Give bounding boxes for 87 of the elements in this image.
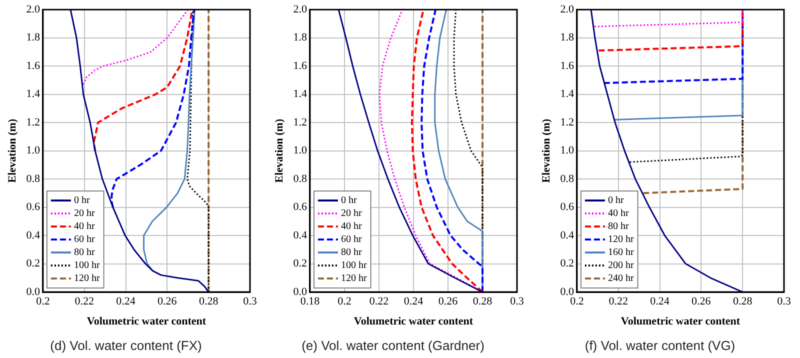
y-axis-title: Elevation (m) (273, 118, 286, 183)
x-tick-label: 0.26 (692, 295, 712, 308)
legend-label: 20 hr (74, 208, 96, 220)
legend-label: 100 hr (74, 260, 100, 272)
y-tick-label: 1.2 (560, 116, 574, 128)
line-series (82, 10, 189, 86)
legend-label: 80 hr (74, 247, 96, 258)
legend-label: 120 hr (74, 273, 100, 284)
y-tick-label: 1.6 (293, 60, 308, 72)
text: (d) Vol. water content (FX) (50, 338, 202, 353)
line-series (92, 10, 194, 152)
x-axis-title: Volumetric water content (86, 316, 206, 328)
x-tick-label: 0.26 (158, 295, 178, 308)
y-tick-label: 0.0 (560, 286, 574, 298)
x-axis-title: Volumetric water content (620, 316, 740, 328)
legend-label: 100 hr (340, 260, 368, 272)
y-tick-label: 1.6 (560, 60, 574, 72)
x-tick-label: 0.22 (608, 295, 628, 308)
legend-label: 40 hr (340, 221, 362, 232)
x-axis-title: Volumetric water content (354, 316, 474, 328)
y-tick-label: 0.6 (293, 201, 308, 214)
legend-label: 80 hr (340, 247, 362, 258)
y-tick-label: 1.2 (26, 116, 40, 128)
y-tick-label: 2.0 (293, 3, 308, 16)
legend-label: 60 hr (74, 234, 96, 246)
x-tick-label: 0.2 (36, 295, 50, 308)
legend-label: 60 hr (340, 234, 362, 246)
y-tick-label: 1.4 (560, 88, 574, 100)
y-tick-label: 0.8 (560, 172, 574, 185)
y-tick-label: 1.8 (293, 32, 308, 44)
y-tick-label: 0.2 (560, 258, 574, 270)
legend-label: 0 hr (340, 195, 358, 206)
x-tick-label: 0.24 (650, 295, 670, 308)
y-tick-label: 2.0 (26, 3, 40, 16)
legend-label: 0 hr (608, 195, 624, 206)
legend-label: 80 hr (608, 221, 630, 232)
x-tick-label: 0.3 (777, 295, 792, 308)
legend-label: 120 hr (340, 273, 368, 284)
x-tick-label: 0.3 (510, 295, 524, 308)
legend-label: 40 hr (74, 221, 96, 232)
y-tick-label: 1.8 (26, 32, 40, 44)
x-tick-label: 0.26 (438, 295, 458, 308)
x-tick-label: 0.2 (338, 295, 352, 308)
y-tick-label: 0.8 (26, 172, 40, 185)
y-tick-label: 0.6 (26, 201, 40, 214)
x-tick-label: 0.3 (243, 295, 258, 308)
y-tick-label: 0.0 (293, 286, 308, 298)
legend-label: 40 hr (608, 208, 630, 220)
x-tick-label: 0.28 (472, 295, 493, 308)
x-tick-label: 0.24 (116, 295, 136, 308)
y-tick-label: 0.6 (560, 201, 574, 214)
y-tick-label: 0.4 (293, 229, 308, 242)
x-tick-label: 0.22 (369, 295, 389, 308)
y-tick-label: 1.4 (26, 88, 40, 100)
line-series (598, 10, 744, 52)
x-tick-label: 0.18 (300, 295, 320, 308)
y-tick-label: 1.0 (293, 144, 308, 157)
legend-label: 160 hr (608, 247, 634, 258)
x-tick-label: 0.28 (732, 295, 753, 308)
x-tick-label: 0.24 (404, 295, 424, 308)
x-tick-label: 0.22 (74, 295, 94, 308)
y-tick-label: 0.2 (293, 258, 307, 270)
x-tick-label: 0.2 (570, 295, 584, 308)
legend-label: 0 hr (74, 195, 90, 206)
line-series (378, 10, 484, 292)
y-tick-label: 1.8 (560, 32, 574, 44)
y-tick-label: 0.4 (26, 229, 40, 242)
y-tick-label: 1.6 (26, 60, 40, 72)
legend-label: 20 hr (340, 208, 362, 220)
legend-label: 120 hr (608, 234, 634, 246)
y-tick-label: 0.0 (26, 286, 40, 298)
legend-label: 200 hr (608, 260, 634, 272)
y-tick-label: 0.2 (26, 258, 40, 270)
line-series (110, 10, 196, 208)
x-tick-label: 0.28 (198, 295, 219, 308)
y-tick-label: 1.4 (293, 88, 308, 100)
text: (e) Vol. water content (Gardner) (302, 338, 484, 353)
y-tick-label: 1.0 (26, 144, 40, 157)
y-tick-label: 0.8 (293, 172, 308, 185)
y-axis-title: Elevation (m) (540, 118, 552, 183)
y-tick-label: 1.0 (560, 144, 574, 157)
y-tick-label: 2.0 (560, 3, 574, 16)
y-tick-label: 1.2 (293, 116, 307, 128)
y-axis-title: Elevation (m) (6, 118, 18, 183)
text: (f) Vol. water content (VG) (584, 338, 736, 353)
y-tick-label: 0.4 (560, 229, 574, 242)
legend-label: 240 hr (608, 273, 634, 284)
